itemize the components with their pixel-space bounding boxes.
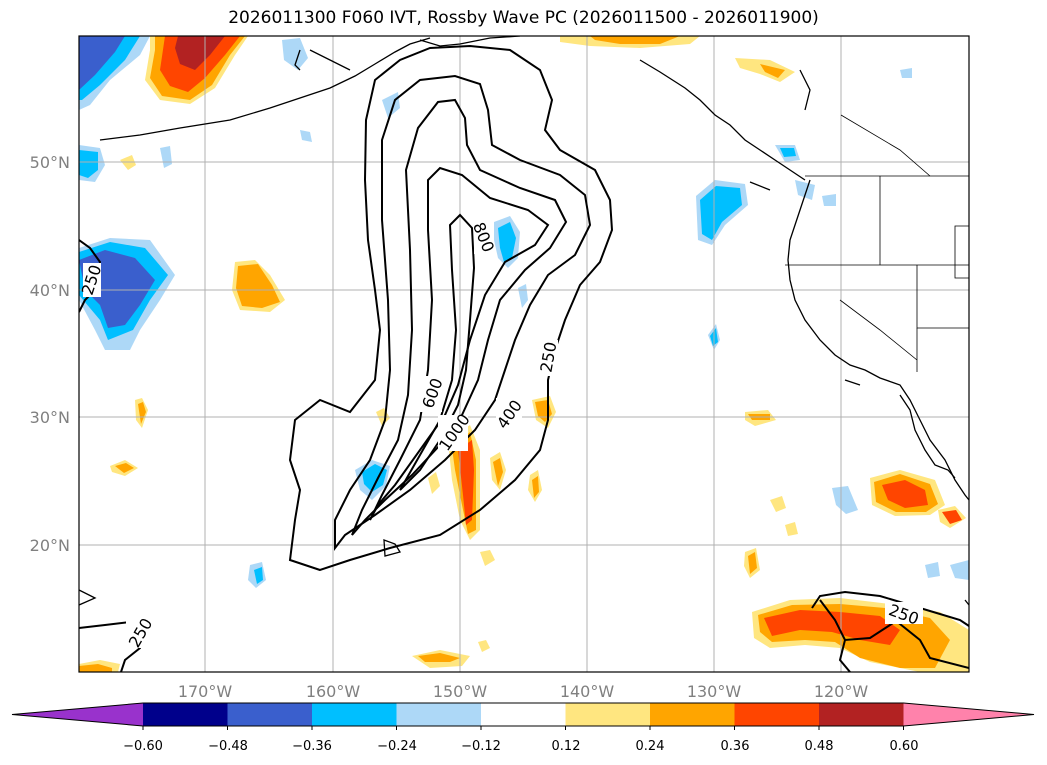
colorbar-tick-label: −0.60 [123, 739, 163, 754]
lat-label: 20°N [30, 536, 70, 555]
colorbar-tick-labels: −0.60 −0.48 −0.36 −0.24 −0.12 0.12 0.24 … [123, 739, 918, 754]
contour-250-main [288, 44, 614, 572]
lon-label: 130°W [687, 682, 742, 701]
colorbar-tick-label: 0.24 [636, 739, 665, 754]
colorbar-extend-high [903, 703, 1034, 726]
colorbar-bin [734, 703, 820, 726]
colorbar-tick-label: −0.12 [461, 739, 501, 754]
map-panel [79, 36, 969, 672]
lon-label: 150°W [433, 682, 488, 701]
colorbar-tick-label: −0.48 [208, 739, 248, 754]
map-frame [78, 35, 970, 673]
colorbar-bin [565, 703, 651, 726]
anomaly-shading [79, 36, 969, 672]
colorbar-bin [650, 703, 735, 726]
lon-label: 140°W [560, 682, 615, 701]
lon-label: 160°W [306, 682, 361, 701]
graticule [79, 36, 969, 672]
lat-label: 40°N [30, 281, 70, 300]
colorbar [11, 702, 1035, 730]
colorbar-bin [396, 703, 482, 726]
lon-label: 170°W [178, 682, 233, 701]
state-borders [785, 114, 969, 372]
colorbar-tick-label: −0.36 [292, 739, 332, 754]
coastlines [79, 36, 969, 606]
contour-label-group: 250 250 250 250 600 800 1000 400 [78, 219, 923, 651]
ivt-contours [79, 44, 969, 672]
contour-250-bottom-right [811, 590, 969, 627]
colorbar-tick-label: −0.24 [377, 739, 417, 754]
longitude-labels: 170°W 160°W 150°W 140°W 130°W 120°W [178, 682, 869, 701]
lat-label: 30°N [30, 408, 70, 427]
latitude-labels: 50°N 40°N 30°N 20°N [30, 153, 70, 555]
colorbar-bin [481, 703, 566, 726]
colorbar-tick-label: 0.48 [805, 739, 834, 754]
colorbar-bin [819, 703, 904, 726]
contour-400 [334, 74, 592, 551]
colorbar-tick-label: 0.36 [721, 739, 750, 754]
lat-label: 50°N [30, 153, 70, 172]
colorbar-tick-label: 0.12 [552, 739, 581, 754]
colorbar-bin [143, 703, 228, 726]
lon-label: 120°W [814, 682, 869, 701]
colorbar-extend-low [12, 703, 143, 726]
colorbar-bin [312, 703, 397, 726]
colorbar-bin [227, 703, 313, 726]
map-title: 2026011300 F060 IVT, Rossby Wave PC (202… [228, 8, 819, 28]
colorbar-tick-label: 0.60 [890, 739, 919, 754]
